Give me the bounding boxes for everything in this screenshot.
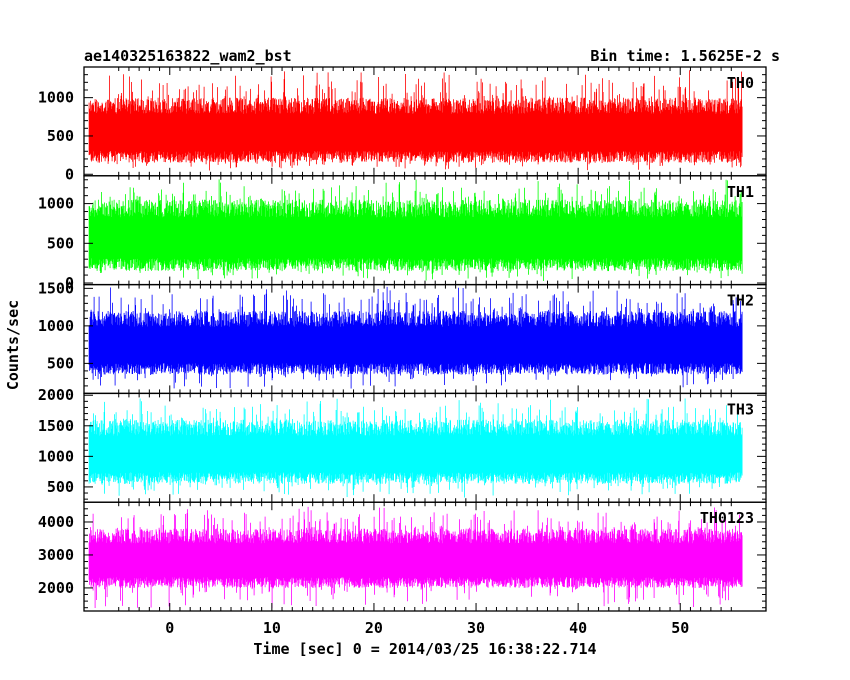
x-tick-label: 30 (467, 619, 485, 637)
series-th1-trace (88, 179, 743, 281)
y-axis-label: Counts/sec (4, 300, 22, 390)
y-tick-label: 500 (47, 354, 74, 372)
x-tick-label: 40 (569, 619, 587, 637)
x-tick-label: 50 (671, 619, 689, 637)
y-tick-label: 3000 (38, 546, 74, 564)
panel-th2: 500 1000 1500 TH2 (38, 279, 767, 395)
x-axis-label: Time [sec] 0 = 2014/03/25 16:38:22.714 (253, 640, 596, 658)
y-tick-label: 1000 (38, 447, 74, 465)
y-tick-label: 500 (47, 234, 74, 252)
series-th0123-trace (88, 506, 743, 609)
x-tick-label: 20 (365, 619, 383, 637)
y-tick-label: 2000 (38, 386, 74, 404)
panels-group: 0 500 1000 TH0 0 500 1000 TH1 500 1000 1500 TH2 500 1… (38, 66, 767, 612)
panel-label: TH2 (727, 292, 754, 310)
x-tick-label: 0 (165, 619, 174, 637)
x-axis: 0 10 20 30 40 50 (165, 619, 689, 637)
panel-label: TH0 (727, 74, 754, 92)
y-tick-label: 1500 (38, 417, 74, 435)
y-tick-label: 2000 (38, 579, 74, 597)
y-tick-label: 0 (65, 274, 74, 292)
y-tick-label: 1000 (38, 195, 74, 213)
panel-label: TH3 (727, 400, 754, 418)
y-tick-label: 0 (65, 165, 74, 183)
panel-th0: 0 500 1000 TH0 (38, 66, 767, 183)
y-tick-label: 500 (47, 478, 74, 496)
y-tick-label: 1500 (38, 279, 74, 297)
plot-title: ae140325163822_wam2_bst (84, 47, 292, 65)
y-tick-label: 1000 (38, 89, 74, 107)
y-tick-label: 1000 (38, 317, 74, 335)
bin-time-label: Bin time: 1.5625E-2 s (590, 47, 780, 65)
series-th0-trace (88, 70, 743, 171)
y-tick-label: 500 (47, 127, 74, 145)
panel-th1: 0 500 1000 TH1 (38, 175, 767, 292)
panel-th0123: 2000 3000 4000 TH0123 (38, 501, 767, 612)
panel-th3: 500 1000 1500 2000 TH3 (38, 386, 767, 503)
panel-label: TH1 (727, 183, 754, 201)
x-tick-label: 10 (263, 619, 281, 637)
series-th2-trace (88, 286, 743, 389)
y-tick-label: 4000 (38, 513, 74, 531)
series-th3-trace (88, 398, 743, 498)
panel-label: TH0123 (700, 509, 754, 527)
